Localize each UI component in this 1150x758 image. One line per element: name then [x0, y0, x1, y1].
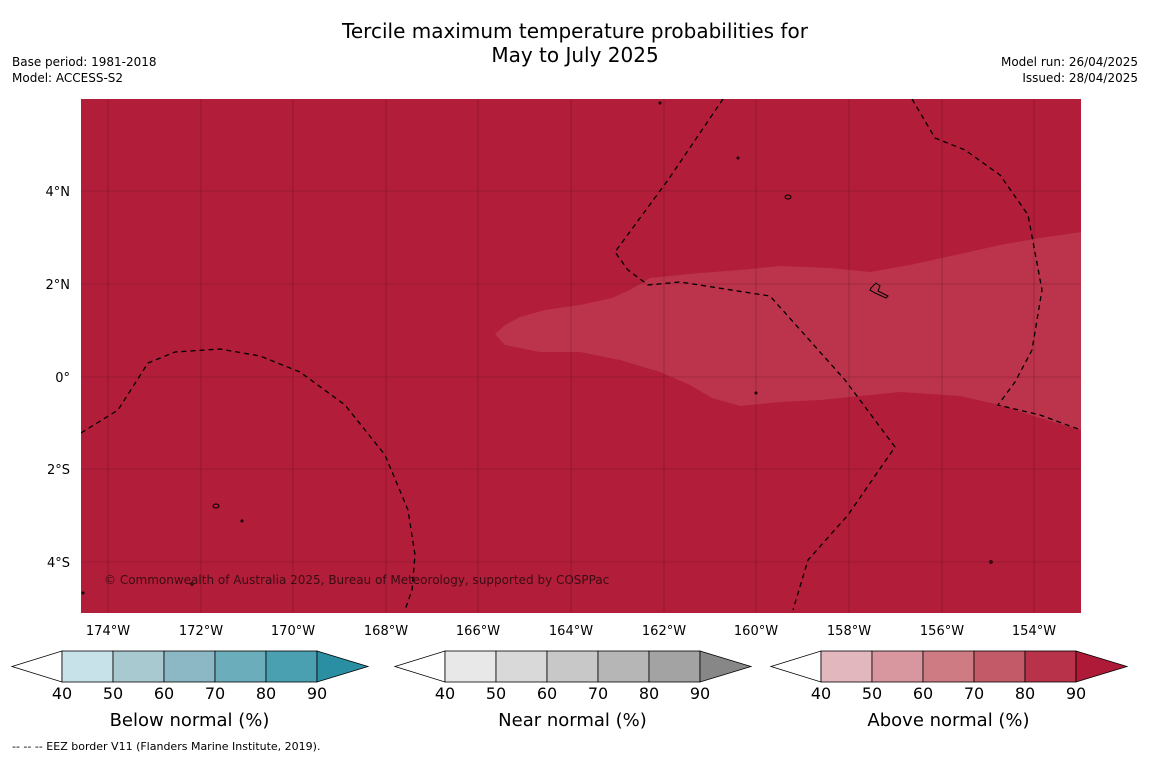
longitude-label: 156°W — [920, 624, 964, 639]
longitude-label: 172°W — [179, 624, 223, 639]
colorbar-segment — [820, 650, 873, 683]
colorbar-extend-high — [316, 650, 370, 683]
colorbar-segment — [61, 650, 114, 683]
colorbar-segment — [1024, 650, 1077, 683]
probability-band — [495, 232, 1081, 430]
longitude-label: 170°W — [271, 624, 315, 639]
eez-border-east — [911, 99, 1081, 431]
colorbar-tick-label: 60 — [913, 684, 933, 703]
base-period: Base period: 1981-2018 — [12, 55, 157, 69]
colorbar-tick-label: 90 — [1066, 684, 1086, 703]
colorbar-segment — [214, 650, 267, 683]
model-run: Model run: 26/04/2025 — [1000, 55, 1138, 69]
longitude-label: 160°W — [734, 624, 778, 639]
latitude-label: 0° — [55, 371, 70, 386]
colorbar-tick-label: 40 — [811, 684, 831, 703]
colorbar-segment — [922, 650, 975, 683]
colorbar-segment — [495, 650, 548, 683]
meta-left: Base period: 1981-2018 Model: ACCESS-S2 — [12, 54, 157, 86]
issued-date: Issued: 28/04/2025 — [1022, 71, 1138, 85]
colorbar-extend-high — [699, 650, 753, 683]
island — [81, 591, 85, 595]
colorbars: 40 50 60 70 80 90 Below normal (%) 40 50 60 70 80 90… — [10, 650, 1129, 731]
island — [190, 582, 194, 586]
island — [784, 194, 792, 200]
colorbar-extend-low — [10, 650, 63, 683]
colorbar-tick-label: 80 — [1015, 684, 1035, 703]
meta-right: Model run: 26/04/2025 Issued: 28/04/2025 — [1001, 54, 1138, 86]
latitude-label: 2°N — [46, 278, 71, 293]
colorbar-tick-label: 90 — [307, 684, 327, 703]
colorbar-tick-label: 60 — [154, 684, 174, 703]
island — [736, 156, 740, 160]
island — [989, 560, 993, 564]
longitude-label: 168°W — [364, 624, 408, 639]
colorbar-segment — [546, 650, 599, 683]
colorbar-segment — [265, 650, 318, 683]
colorbar-tick-label: 50 — [486, 684, 506, 703]
colorbar-tick-label: 40 — [435, 684, 455, 703]
colorbar: 40 50 60 70 80 90 Below normal (%) — [10, 650, 370, 731]
island — [240, 519, 244, 523]
model-name: Model: ACCESS-S2 — [12, 71, 124, 85]
colorbar-segment — [444, 650, 497, 683]
colorbar-tick-label: 80 — [256, 684, 276, 703]
colorbar-extend-low — [769, 650, 822, 683]
colorbar: 40 50 60 70 80 90 Near normal (%) — [393, 650, 753, 731]
colorbar-segment — [871, 650, 924, 683]
latitude-label: 4°S — [47, 556, 70, 571]
colorbar-tick-label: 70 — [588, 684, 608, 703]
colorbar-segment — [597, 650, 650, 683]
colorbar-segment — [112, 650, 165, 683]
longitude-label: 164°W — [549, 624, 593, 639]
title-line-1: Tercile maximum temperature probabilitie… — [342, 19, 808, 43]
colorbar-tick-label: 80 — [639, 684, 659, 703]
colorbar-tick-label: 50 — [103, 684, 123, 703]
island — [754, 391, 758, 395]
island — [212, 503, 220, 509]
longitude-labels: 174°W 172°W 170°W 168°W 166°W 164°W 162°W 160°W… — [86, 624, 1056, 639]
colorbar-tick-label: 90 — [690, 684, 710, 703]
colorbar-label: Near normal (%) — [498, 710, 647, 731]
longitude-label: 162°W — [642, 624, 686, 639]
island — [869, 282, 889, 299]
footnote: -- -- -- EEZ border V11 (Flanders Marine… — [12, 740, 321, 753]
latitude-label: 4°N — [46, 185, 71, 200]
colorbar: 40 50 60 70 80 90 Above normal (%) — [769, 650, 1129, 731]
colorbar-tick-label: 70 — [964, 684, 984, 703]
latitude-labels: 4°N 2°N 0° 2°S 4°S — [46, 185, 71, 571]
map-title: Tercile maximum temperature probabilitie… — [0, 19, 1150, 67]
longitude-label: 174°W — [86, 624, 130, 639]
grid-lines — [81, 99, 1081, 613]
island — [658, 101, 662, 105]
eez-border-central — [614, 99, 896, 611]
longitude-label: 158°W — [827, 624, 871, 639]
colorbar-label: Below normal (%) — [110, 710, 270, 731]
colorbar-segment — [648, 650, 701, 683]
map-canvas: © Commonwealth of Australia 2025, Bureau… — [10, 99, 1129, 731]
eez-border-west — [81, 348, 416, 611]
colorbar-tick-label: 40 — [52, 684, 72, 703]
eez-borders — [81, 99, 1081, 611]
colorbar-tick-label: 50 — [862, 684, 882, 703]
colorbar-extend-low — [393, 650, 446, 683]
colorbar-label: Above normal (%) — [867, 710, 1029, 731]
colorbar-segment — [163, 650, 216, 683]
latitude-label: 2°S — [47, 463, 70, 478]
islands — [81, 101, 993, 595]
colorbar-tick-label: 60 — [537, 684, 557, 703]
longitude-label: 154°W — [1012, 624, 1056, 639]
longitude-label: 166°W — [456, 624, 500, 639]
title-line-2: May to July 2025 — [491, 43, 659, 67]
colorbar-segment — [973, 650, 1026, 683]
colorbar-tick-label: 70 — [205, 684, 225, 703]
colorbar-extend-high — [1075, 650, 1129, 683]
copyright-notice: © Commonwealth of Australia 2025, Bureau… — [104, 573, 609, 587]
